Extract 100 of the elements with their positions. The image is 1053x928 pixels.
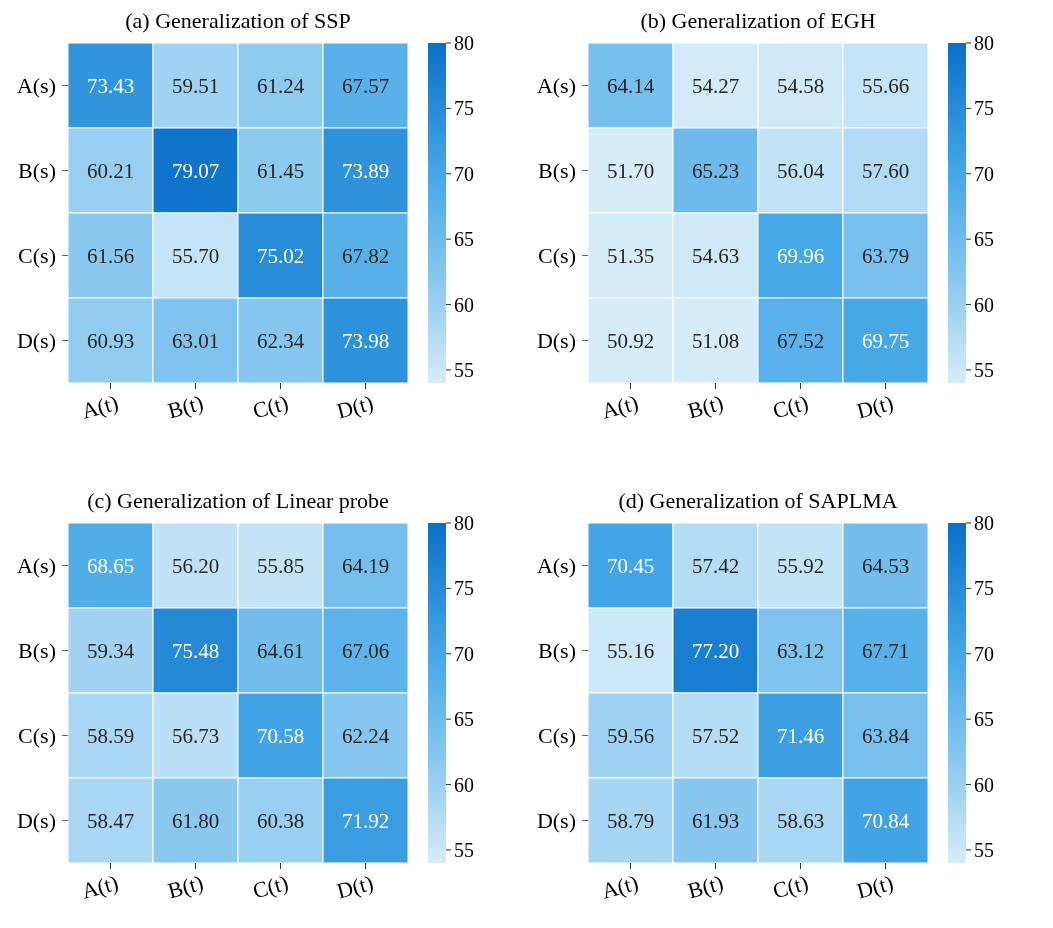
color-bar-label: 75 <box>454 97 474 120</box>
data-label: 62.34 <box>256 328 305 353</box>
data-label: 69.96 <box>776 243 825 268</box>
y-tick-label: A(s) <box>16 73 56 98</box>
color-bar-label: 55 <box>454 358 474 381</box>
y-tick-label: C(s) <box>538 243 576 268</box>
color-bar-label: 60 <box>454 773 474 796</box>
color-bar-label: 75 <box>454 577 474 600</box>
x-tick-label: A(t) <box>78 869 121 904</box>
data-label: 57.60 <box>861 158 910 183</box>
y-tick-label: D(s) <box>16 328 56 353</box>
x-tick-label: C(t) <box>770 389 811 424</box>
data-label: 50.92 <box>606 328 655 353</box>
chart-title: (b) Generalization of EGH <box>639 8 877 34</box>
y-tick-label: C(s) <box>18 723 56 748</box>
x-tick-label: D(t) <box>853 869 896 904</box>
data-label: 70.45 <box>606 553 655 578</box>
data-label: 64.19 <box>341 553 390 578</box>
chart-title: (d) Generalization of SAPLMA <box>617 488 899 514</box>
data-label: 71.92 <box>341 808 390 833</box>
color-bar-label: 75 <box>974 97 994 120</box>
data-label: 62.24 <box>341 723 390 748</box>
color-bar-label: 55 <box>454 838 474 861</box>
color-bar-label: 65 <box>454 228 474 251</box>
color-bar-label: 60 <box>974 773 994 796</box>
color-bar-label: 70 <box>454 642 474 665</box>
data-label: 60.38 <box>256 808 305 833</box>
color-bar-label: 80 <box>974 32 994 54</box>
x-tick-label: A(t) <box>598 869 641 904</box>
data-label: 57.42 <box>691 553 740 578</box>
data-label: 55.66 <box>861 73 910 98</box>
color-bar-label: 70 <box>454 162 474 185</box>
data-label: 63.12 <box>776 638 825 663</box>
y-tick-label: C(s) <box>18 243 56 268</box>
y-tick-label: C(s) <box>538 723 576 748</box>
y-tick-label: A(s) <box>16 553 56 578</box>
data-label: 57.52 <box>691 723 740 748</box>
data-label: 61.24 <box>256 73 305 98</box>
x-tick-label: A(t) <box>78 389 121 424</box>
y-tick-label: B(s) <box>18 638 56 663</box>
data-label: 58.47 <box>86 808 135 833</box>
x-tick-label: C(t) <box>770 869 811 904</box>
data-label: 64.61 <box>256 638 305 663</box>
data-label: 73.43 <box>86 73 135 98</box>
data-label: 64.53 <box>861 553 910 578</box>
color-bar-label: 60 <box>974 293 994 316</box>
data-label: 79.07 <box>171 158 220 183</box>
x-tick-label: B(t) <box>165 389 206 424</box>
data-label: 61.45 <box>256 158 305 183</box>
y-tick-label: D(s) <box>16 808 56 833</box>
data-label: 64.14 <box>606 73 655 98</box>
x-tick-label: D(t) <box>333 389 376 424</box>
data-label: 67.57 <box>341 73 390 98</box>
data-label: 51.70 <box>606 158 655 183</box>
x-tick-label: A(t) <box>598 389 641 424</box>
color-bar-label: 65 <box>974 708 994 731</box>
data-label: 65.23 <box>691 158 740 183</box>
data-label: 55.70 <box>171 243 220 268</box>
y-tick-label: B(s) <box>18 158 56 183</box>
chart-title: (a) Generalization of SSP <box>124 8 352 34</box>
color-bar-label: 80 <box>974 512 994 534</box>
data-label: 56.20 <box>171 553 220 578</box>
data-label: 55.16 <box>606 638 655 663</box>
x-tick-label: C(t) <box>250 389 291 424</box>
data-label: 58.63 <box>776 808 825 833</box>
data-label: 58.79 <box>606 808 655 833</box>
data-label: 59.34 <box>86 638 135 663</box>
data-label: 73.98 <box>341 328 390 353</box>
color-bar-label: 55 <box>974 838 994 861</box>
color-bar-label: 55 <box>974 358 994 381</box>
color-bar-label: 65 <box>974 228 994 251</box>
color-bar-label: 75 <box>974 577 994 600</box>
data-label: 69.75 <box>861 328 910 353</box>
y-tick-label: B(s) <box>538 158 576 183</box>
x-tick-label: B(t) <box>685 869 726 904</box>
data-label: 55.92 <box>776 553 825 578</box>
data-label: 60.93 <box>86 328 135 353</box>
data-label: 71.46 <box>776 723 825 748</box>
data-label: 51.35 <box>606 243 655 268</box>
data-label: 51.08 <box>691 328 740 353</box>
data-label: 54.63 <box>691 243 740 268</box>
data-label: 56.04 <box>776 158 825 183</box>
data-label: 67.71 <box>861 638 910 663</box>
y-tick-label: A(s) <box>536 73 576 98</box>
data-label: 60.21 <box>86 158 135 183</box>
data-label: 63.01 <box>171 328 220 353</box>
y-tick-label: D(s) <box>536 328 576 353</box>
color-bar-label: 80 <box>454 512 474 534</box>
x-tick-label: C(t) <box>250 869 291 904</box>
data-label: 67.52 <box>776 328 825 353</box>
y-tick-label: B(s) <box>538 638 576 663</box>
chart-title: (c) Generalization of Linear probe <box>86 488 390 514</box>
data-label: 56.73 <box>171 723 220 748</box>
data-label: 77.20 <box>691 638 740 663</box>
data-label: 75.02 <box>256 243 305 268</box>
data-label: 70.84 <box>861 808 910 833</box>
data-label: 73.89 <box>341 158 390 183</box>
data-label: 67.06 <box>341 638 390 663</box>
data-label: 58.59 <box>86 723 135 748</box>
color-bar-label: 80 <box>454 32 474 54</box>
